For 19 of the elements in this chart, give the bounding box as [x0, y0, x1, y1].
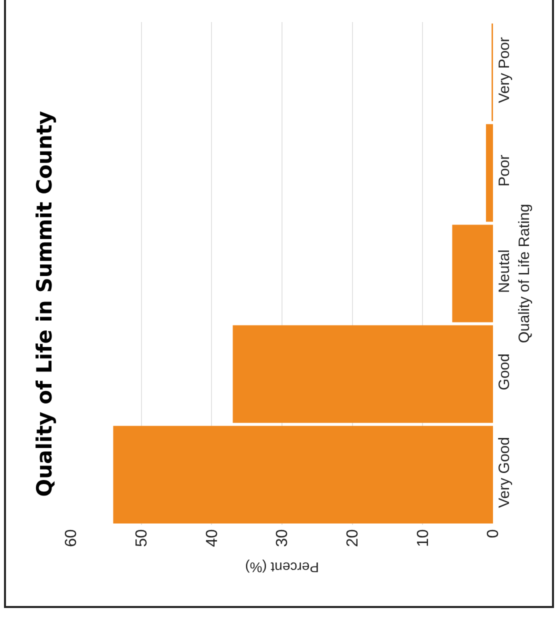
y-tick-label: Poor	[496, 154, 513, 186]
x-tick-label: 50	[134, 529, 151, 547]
x-tick-label: 60	[63, 529, 80, 547]
bar	[486, 124, 493, 222]
y-tick-label: Neutal	[496, 250, 513, 293]
x-tick-label: 40	[204, 529, 221, 547]
x-tick-label: 30	[274, 529, 292, 547]
text: Quality of Life in Summit County	[32, 110, 56, 497]
x-axis-title: Percent (%)	[245, 560, 319, 576]
x-tick-label: 20	[344, 529, 362, 547]
y-axis-title: Quality of Life Rating	[516, 204, 533, 344]
bar	[113, 426, 493, 524]
bar	[232, 325, 493, 423]
x-tick-label: 0	[485, 529, 502, 538]
x-tick-label: 10	[414, 529, 432, 547]
bar	[452, 224, 493, 322]
y-tick-label: Very Poor	[496, 37, 513, 103]
y-tick-label: Good	[496, 354, 513, 390]
y-tick-label: Very Good	[496, 437, 513, 508]
